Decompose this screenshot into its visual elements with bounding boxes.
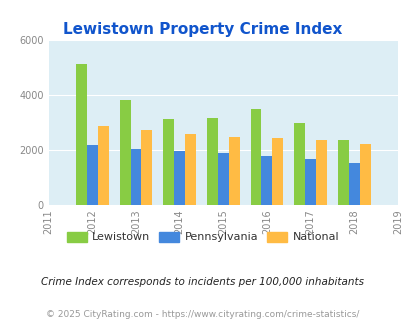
Bar xyxy=(294,123,305,205)
Bar xyxy=(272,138,283,205)
Bar xyxy=(163,119,174,205)
Bar xyxy=(207,118,217,205)
Text: © 2025 CityRating.com - https://www.cityrating.com/crime-statistics/: © 2025 CityRating.com - https://www.city… xyxy=(46,310,359,319)
Bar xyxy=(98,126,109,205)
Bar xyxy=(348,163,359,205)
Bar xyxy=(250,109,261,205)
Bar xyxy=(359,144,370,205)
Bar xyxy=(337,140,348,205)
Bar xyxy=(87,146,98,205)
Text: Lewistown Property Crime Index: Lewistown Property Crime Index xyxy=(63,22,342,37)
Bar xyxy=(261,156,272,205)
Bar xyxy=(130,148,141,205)
Bar xyxy=(305,159,315,205)
Bar xyxy=(174,151,185,205)
Bar xyxy=(228,137,239,205)
Legend: Lewistown, Pennsylvania, National: Lewistown, Pennsylvania, National xyxy=(62,227,343,247)
Bar xyxy=(76,64,87,205)
Bar xyxy=(217,153,228,205)
Bar xyxy=(315,140,326,205)
Text: Crime Index corresponds to incidents per 100,000 inhabitants: Crime Index corresponds to incidents per… xyxy=(41,278,364,287)
Bar xyxy=(119,100,130,205)
Bar xyxy=(141,130,152,205)
Bar xyxy=(185,134,196,205)
